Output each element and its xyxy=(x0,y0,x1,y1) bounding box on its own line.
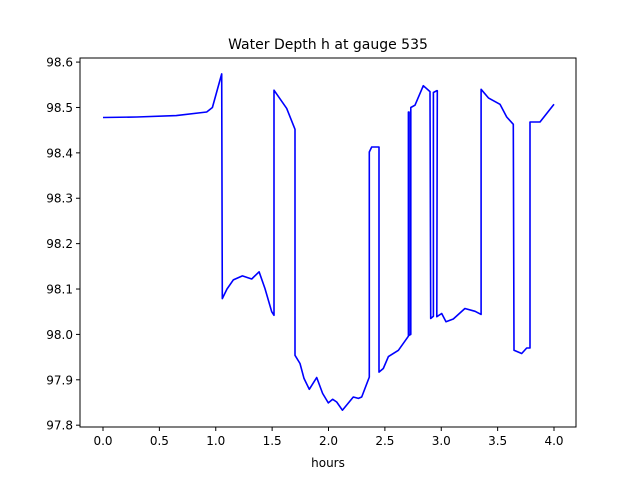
plot-area xyxy=(102,73,555,411)
y-tick-label: 98.1 xyxy=(46,283,73,297)
x-tick-label: 1.0 xyxy=(206,434,225,448)
y-axis: 97.8 97.9 98.0 98.1 98.2 98.3 98.4 98.5 98.6 xyxy=(46,56,80,433)
series-line-h xyxy=(102,73,555,411)
x-tick-label: 4.0 xyxy=(544,434,563,448)
x-tick-label: 2.0 xyxy=(319,434,338,448)
y-tick-label: 98.6 xyxy=(46,56,73,70)
y-tick-label: 97.9 xyxy=(46,373,73,387)
y-tick-label: 98.5 xyxy=(46,101,73,115)
y-tick-label: 97.8 xyxy=(46,419,73,433)
y-tick-label: 98.4 xyxy=(46,146,73,160)
x-tick-label: 3.0 xyxy=(432,434,451,448)
chart-title: Water Depth h at gauge 535 xyxy=(228,37,428,53)
x-tick-label: 1.5 xyxy=(263,434,282,448)
axes-frame xyxy=(79,57,577,428)
x-tick-label: 2.5 xyxy=(375,434,394,448)
x-tick-label: 3.5 xyxy=(488,434,507,448)
x-tick-label: 0.0 xyxy=(93,434,112,448)
y-tick-label: 98.2 xyxy=(46,237,73,251)
x-axis-label: hours xyxy=(311,456,345,470)
y-tick-label: 98.3 xyxy=(46,192,73,206)
x-axis: 0.0 0.5 1.0 1.5 2.0 2.5 3.0 3.5 4.0 xyxy=(93,427,564,448)
x-tick-label: 0.5 xyxy=(150,434,169,448)
y-tick-label: 98.0 xyxy=(46,328,73,342)
